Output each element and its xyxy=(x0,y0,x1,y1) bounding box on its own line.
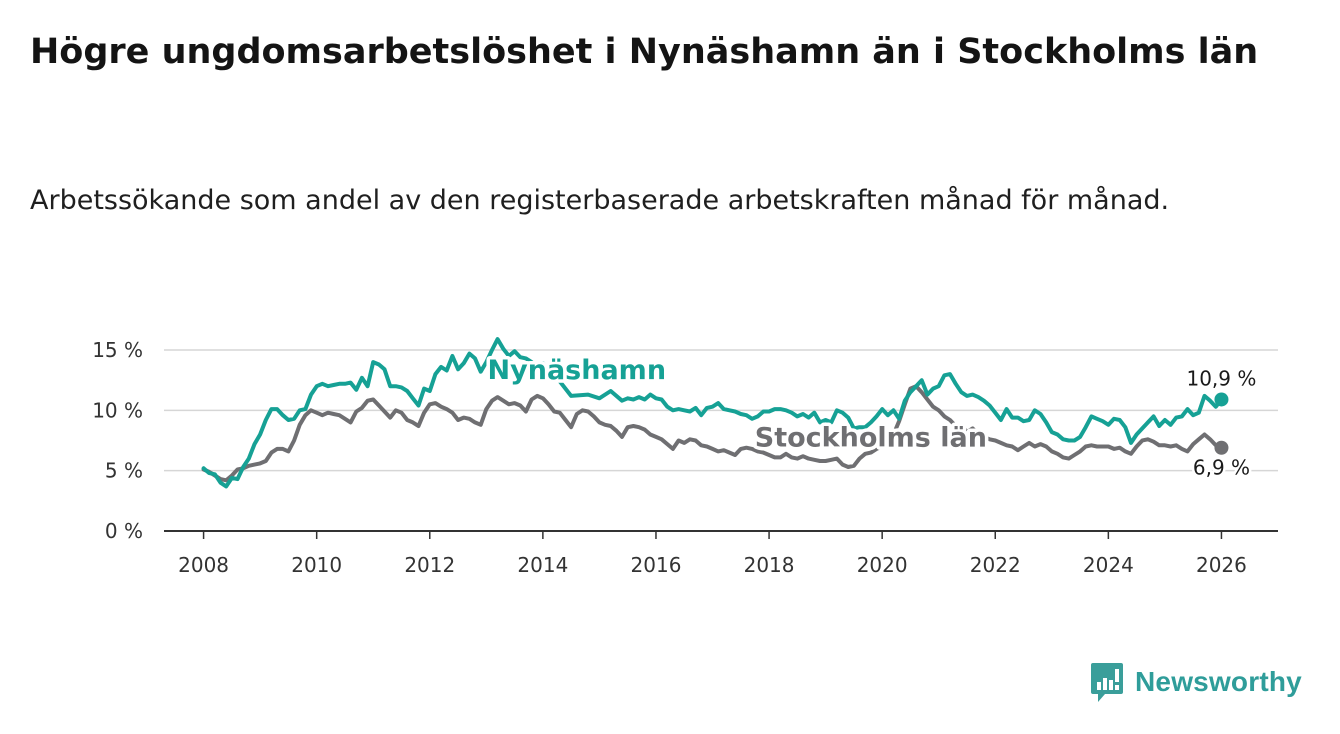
y-tick-label: 10 % xyxy=(92,398,143,422)
y-axis-tick-labels: 0 % 5 % 10 % 15 % xyxy=(92,338,143,543)
series-lines xyxy=(201,337,1229,489)
x-tick-label: 2012 xyxy=(404,553,455,577)
y-tick-label: 15 % xyxy=(92,338,143,362)
y-tick-label: 5 % xyxy=(105,459,143,483)
series-name-label: Nynäshamn xyxy=(488,355,667,386)
x-tick-label: 2024 xyxy=(1083,553,1134,577)
x-tick-label: 2022 xyxy=(970,553,1021,577)
x-tick-label: 2008 xyxy=(178,553,229,577)
series-name-label: Stockholms län xyxy=(755,423,987,454)
x-tick-label: 2018 xyxy=(744,553,795,577)
series-end-value-label: 6,9 % xyxy=(1193,456,1250,480)
series-line xyxy=(201,384,1224,483)
x-tick-label: 2016 xyxy=(631,553,682,577)
series-end-point xyxy=(1214,392,1229,407)
chart-title: Högre ungdomsarbetslöshet i Nynäshamn än… xyxy=(30,32,1259,72)
x-tick-label: 2026 xyxy=(1196,553,1247,577)
x-tick-label: 2014 xyxy=(517,553,568,577)
grid-lines xyxy=(164,349,1278,532)
x-tick-label: 2020 xyxy=(857,553,908,577)
series-labels: Nynäshamn Stockholms län 10,9 % 6,9 % xyxy=(484,351,1259,482)
series-end-point xyxy=(1214,440,1229,455)
y-tick-label: 0 % xyxy=(105,519,143,543)
bar-chart-logo-icon xyxy=(1091,663,1123,702)
chart-subtitle: Arbetssökande som andel av den registerb… xyxy=(30,185,1170,216)
series-end-value-label: 10,9 % xyxy=(1186,366,1256,390)
x-tick-label: 2010 xyxy=(291,553,342,577)
series-line xyxy=(201,337,1224,489)
newsworthy-logo: Newsworthy xyxy=(1089,660,1302,704)
x-axis-tick-labels: 2008 2010 2012 2014 2016 2018 2020 2022 2024 2026 xyxy=(178,531,1247,577)
brand-name: Newsworthy xyxy=(1135,666,1302,697)
